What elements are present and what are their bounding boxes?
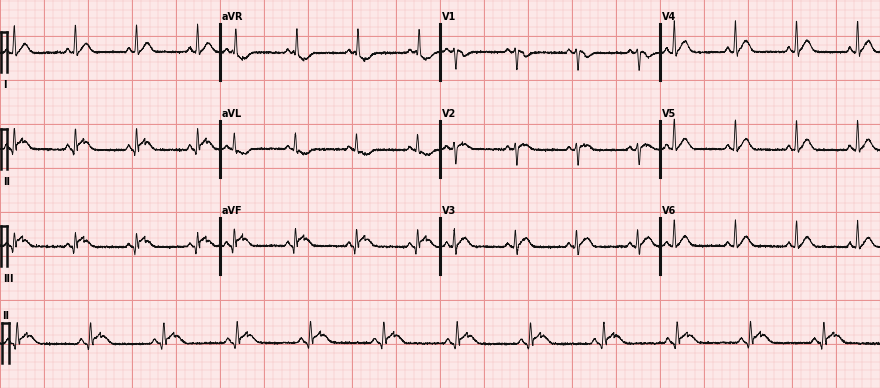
Text: V2: V2 <box>442 109 456 120</box>
Text: V5: V5 <box>662 109 676 120</box>
Text: V3: V3 <box>442 206 456 217</box>
Text: aVR: aVR <box>222 12 243 23</box>
Text: III: III <box>3 274 13 284</box>
Text: II: II <box>3 177 10 187</box>
Text: aVF: aVF <box>222 206 242 217</box>
Text: V4: V4 <box>662 12 676 23</box>
Text: V1: V1 <box>442 12 456 23</box>
Text: I: I <box>3 80 6 90</box>
Text: II: II <box>2 312 9 321</box>
Text: V6: V6 <box>662 206 676 217</box>
Text: aVL: aVL <box>222 109 242 120</box>
